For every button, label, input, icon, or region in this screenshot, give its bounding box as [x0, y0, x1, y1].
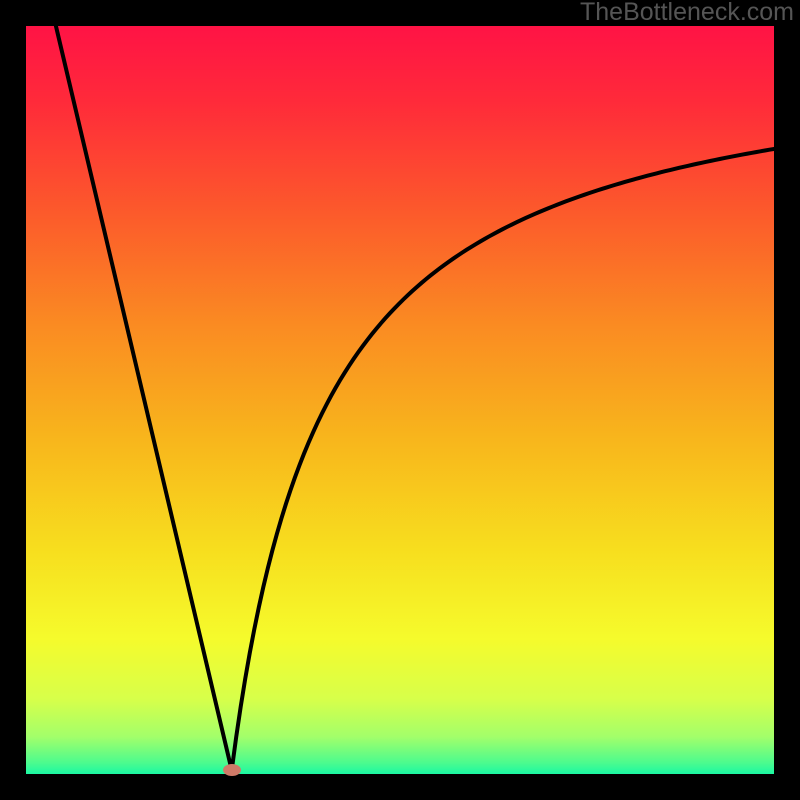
chart-frame: TheBottleneck.com	[0, 0, 800, 800]
bottleneck-curve	[26, 26, 774, 774]
watermark-text: TheBottleneck.com	[580, 0, 794, 27]
minimum-marker	[223, 764, 241, 776]
plot-area	[26, 26, 774, 774]
